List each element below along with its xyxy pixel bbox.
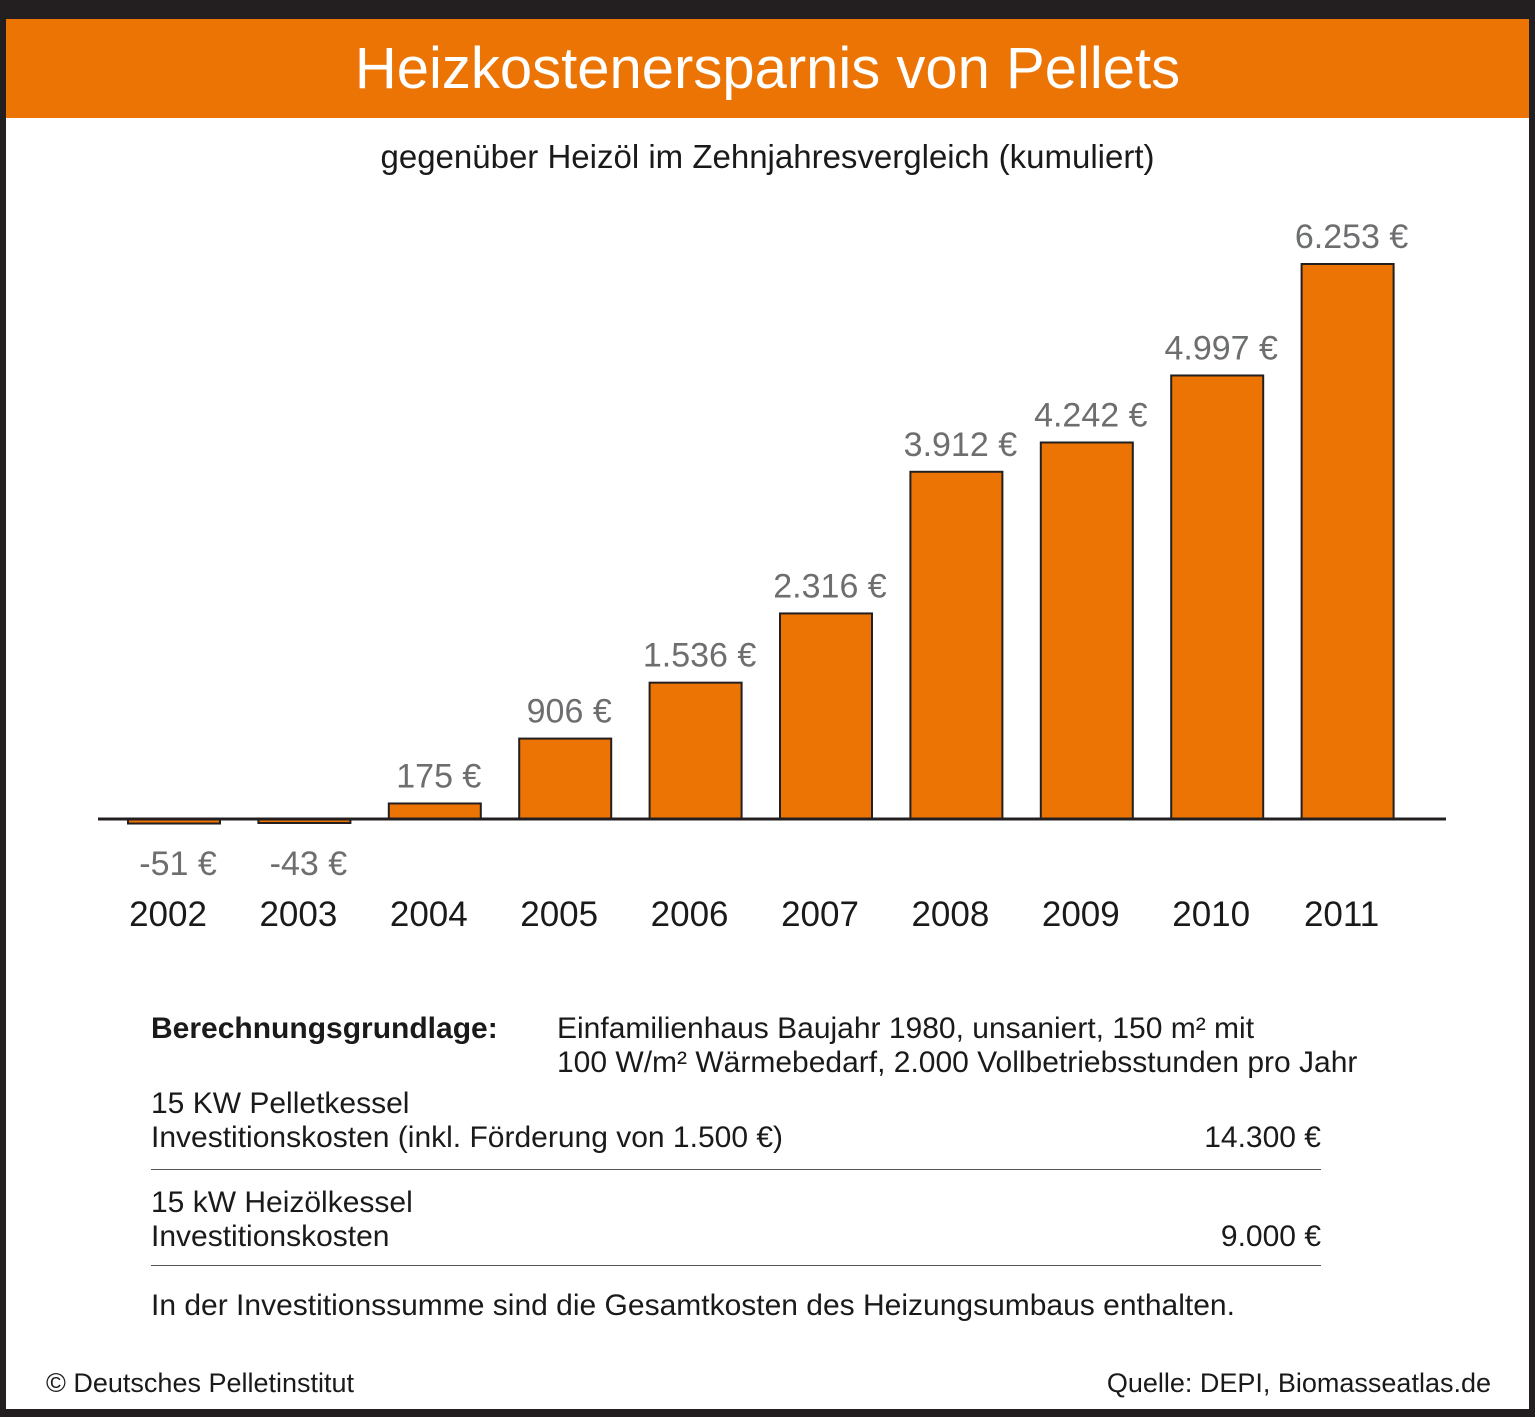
bar-chart: -51 € 2002 -43 € 2003 175 € 2004 906 € 2005 1.53… — [98, 218, 1446, 934]
bar-2005 — [518, 737, 613, 821]
value-label-2011: 6.253 € — [1295, 218, 1409, 256]
x-tick-label-2002: 2002 — [129, 895, 207, 934]
chart-title: Heizkostenersparnis von Pellets — [354, 36, 1181, 101]
basis-text: Einfamilienhaus Baujahr 1980, unsaniert,… — [557, 1012, 1457, 1080]
bar-2010 — [1170, 374, 1265, 821]
bar-2007 — [779, 612, 873, 820]
bar-2006 — [648, 681, 743, 820]
value-label-2005: 906 € — [527, 693, 612, 731]
value-label-2010: 4.997 € — [1164, 329, 1278, 367]
value-label-2009: 4.242 € — [1034, 396, 1148, 434]
value-label-2002: -51 € — [139, 845, 217, 883]
x-tick-label-2011: 2011 — [1304, 895, 1379, 934]
investment-note: In der Investitionssumme sind die Gesamt… — [151, 1289, 1235, 1322]
divider — [151, 1169, 1321, 1170]
basis-line-2: 100 W/m² Wärmebedarf, 2.000 Vollbetriebs… — [557, 1046, 1358, 1079]
x-tick-label-2005: 2005 — [520, 895, 598, 934]
chart-subtitle: gegenüber Heizöl im Zehnjahresvergleich … — [380, 138, 1155, 175]
x-tick-label-2010: 2010 — [1172, 895, 1250, 934]
x-tick-label-2003: 2003 — [259, 895, 337, 934]
basis-line-1: Einfamilienhaus Baujahr 1980, unsaniert,… — [557, 1012, 1255, 1045]
divider — [151, 1265, 1321, 1266]
x-tick-label-2009: 2009 — [1042, 895, 1120, 934]
value-label-2007: 2.316 € — [773, 567, 887, 605]
x-tick-label-2007: 2007 — [781, 895, 859, 934]
bar-2008 — [909, 470, 1004, 820]
oil-cost-value: 9.000 € — [1220, 1220, 1321, 1253]
basis-label: Berechnungsgrundlage: — [151, 1012, 498, 1045]
copyright: © Deutsches Pelletinstitut — [46, 1368, 355, 1398]
value-label-2008: 3.912 € — [904, 426, 1018, 464]
value-label-2006: 1.536 € — [643, 637, 757, 675]
pellet-boiler-label: 15 KW Pelletkessel — [151, 1087, 410, 1120]
bar-2011 — [1300, 263, 1395, 820]
source: Quelle: DEPI, Biomasseatlas.de — [1106, 1368, 1491, 1398]
oil-cost-label: Investitionskosten — [151, 1220, 390, 1253]
oil-boiler-label: 15 kW Heizölkessel — [151, 1186, 413, 1219]
pellet-cost-row: 15 KW Pelletkessel Investitionskosten (i… — [151, 1087, 1321, 1155]
x-tick-label-2006: 2006 — [651, 895, 729, 934]
x-tick-label-2008: 2008 — [911, 895, 989, 934]
oil-cost-row: 15 kW Heizölkessel Investitionskosten 9.… — [151, 1186, 1321, 1254]
value-label-2003: -43 € — [270, 845, 348, 883]
x-tick-label-2004: 2004 — [390, 895, 468, 934]
pellet-cost-value: 14.300 € — [1204, 1121, 1321, 1154]
bar-2004 — [387, 802, 482, 821]
bar-2009 — [1039, 441, 1134, 820]
pellet-cost-label: Investitionskosten (inkl. Förderung von … — [151, 1121, 784, 1154]
value-label-2004: 175 € — [396, 757, 481, 795]
title-banner: Heizkostenersparnis von Pellets — [6, 19, 1529, 118]
infographic-panel: Heizkostenersparnis von Pellets gegenübe… — [6, 19, 1529, 1409]
